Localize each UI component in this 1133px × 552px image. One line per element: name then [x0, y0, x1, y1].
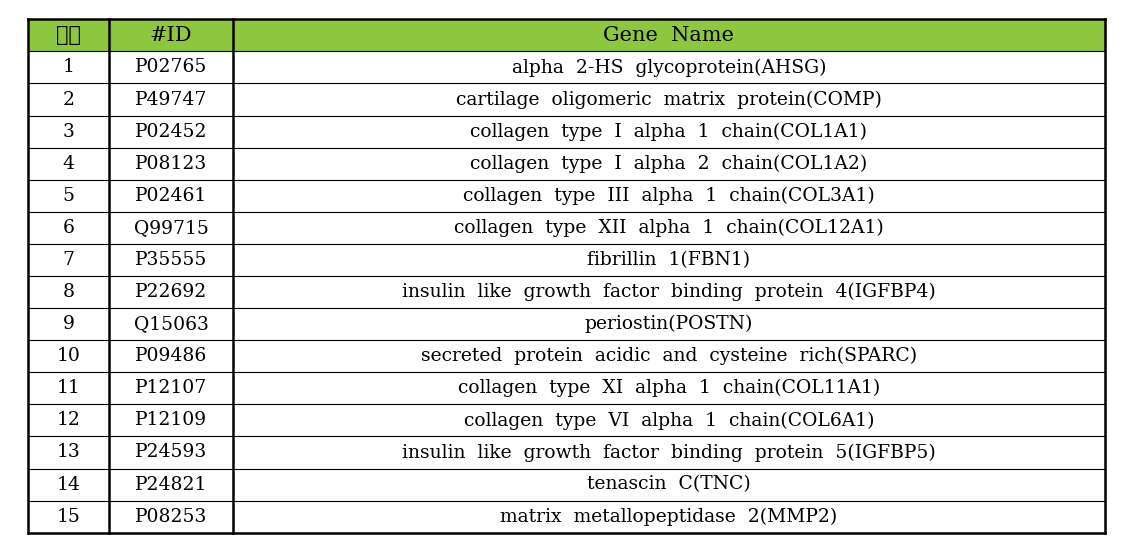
Text: 3: 3	[62, 123, 75, 141]
Text: Q15063: Q15063	[134, 315, 208, 333]
Bar	[28, 19, 1105, 51]
Text: collagen  type  I  alpha  2  chain(COL1A2): collagen type I alpha 2 chain(COL1A2)	[470, 155, 868, 173]
Text: collagen  type  VI  alpha  1  chain(COL6A1): collagen type VI alpha 1 chain(COL6A1)	[463, 411, 874, 429]
Text: 14: 14	[57, 476, 80, 493]
Text: 8: 8	[62, 283, 75, 301]
Text: 1: 1	[62, 59, 75, 76]
Bar	[28, 51, 1105, 83]
Text: collagen  type  XI  alpha  1  chain(COL11A1): collagen type XI alpha 1 chain(COL11A1)	[458, 379, 880, 397]
Text: 15: 15	[57, 508, 80, 526]
Bar	[28, 340, 1105, 372]
Bar	[28, 244, 1105, 276]
Text: 13: 13	[57, 443, 80, 461]
Text: 6: 6	[62, 219, 75, 237]
Bar	[28, 404, 1105, 437]
Text: Q99715: Q99715	[134, 219, 208, 237]
Bar	[28, 148, 1105, 180]
Text: P02765: P02765	[135, 59, 207, 76]
Text: 10: 10	[57, 347, 80, 365]
Text: secreted  protein  acidic  and  cysteine  rich(SPARC): secreted protein acidic and cysteine ric…	[420, 347, 917, 365]
Text: collagen  type  XII  alpha  1  chain(COL12A1): collagen type XII alpha 1 chain(COL12A1)	[454, 219, 884, 237]
Text: alpha  2-HS  glycoprotein(AHSG): alpha 2-HS glycoprotein(AHSG)	[511, 59, 826, 77]
Bar	[28, 501, 1105, 533]
Bar	[28, 276, 1105, 308]
Text: P08253: P08253	[135, 508, 207, 526]
Bar	[28, 212, 1105, 244]
Bar	[28, 83, 1105, 115]
Bar	[28, 180, 1105, 212]
Bar	[28, 372, 1105, 404]
Text: insulin  like  growth  factor  binding  protein  4(IGFBP4): insulin like growth factor binding prote…	[402, 283, 936, 301]
Text: 2: 2	[62, 91, 75, 109]
Text: P24593: P24593	[135, 443, 207, 461]
Text: P24821: P24821	[135, 476, 207, 493]
Text: fibrillin  1(FBN1): fibrillin 1(FBN1)	[587, 251, 750, 269]
Text: P35555: P35555	[135, 251, 207, 269]
Bar	[28, 469, 1105, 501]
Text: periostin(POSTN): periostin(POSTN)	[585, 315, 753, 333]
Text: 9: 9	[62, 315, 75, 333]
Text: tenascin  C(TNC): tenascin C(TNC)	[587, 476, 751, 493]
Text: P49747: P49747	[135, 91, 207, 109]
Text: P09486: P09486	[135, 347, 207, 365]
Text: 7: 7	[62, 251, 75, 269]
Text: matrix  metallopeptidase  2(MMP2): matrix metallopeptidase 2(MMP2)	[500, 507, 837, 526]
Bar	[28, 115, 1105, 148]
Text: P08123: P08123	[135, 155, 207, 173]
Text: P12107: P12107	[135, 379, 207, 397]
Text: P02461: P02461	[135, 187, 207, 205]
Text: 5: 5	[62, 187, 75, 205]
Text: 연번: 연번	[57, 26, 82, 45]
Text: P22692: P22692	[135, 283, 207, 301]
Text: collagen  type  I  alpha  1  chain(COL1A1): collagen type I alpha 1 chain(COL1A1)	[470, 123, 867, 141]
Text: 4: 4	[62, 155, 75, 173]
Text: P12109: P12109	[135, 411, 207, 429]
Text: collagen  type  III  alpha  1  chain(COL3A1): collagen type III alpha 1 chain(COL3A1)	[463, 187, 875, 205]
Text: cartilage  oligomeric  matrix  protein(COMP): cartilage oligomeric matrix protein(COMP…	[455, 91, 881, 109]
Bar	[28, 437, 1105, 469]
Text: P02452: P02452	[135, 123, 207, 141]
Text: 12: 12	[57, 411, 80, 429]
Text: #ID: #ID	[150, 26, 193, 45]
Bar	[28, 308, 1105, 340]
Text: 11: 11	[57, 379, 80, 397]
Text: insulin  like  growth  factor  binding  protein  5(IGFBP5): insulin like growth factor binding prote…	[402, 443, 936, 461]
Text: Gene  Name: Gene Name	[603, 26, 734, 45]
